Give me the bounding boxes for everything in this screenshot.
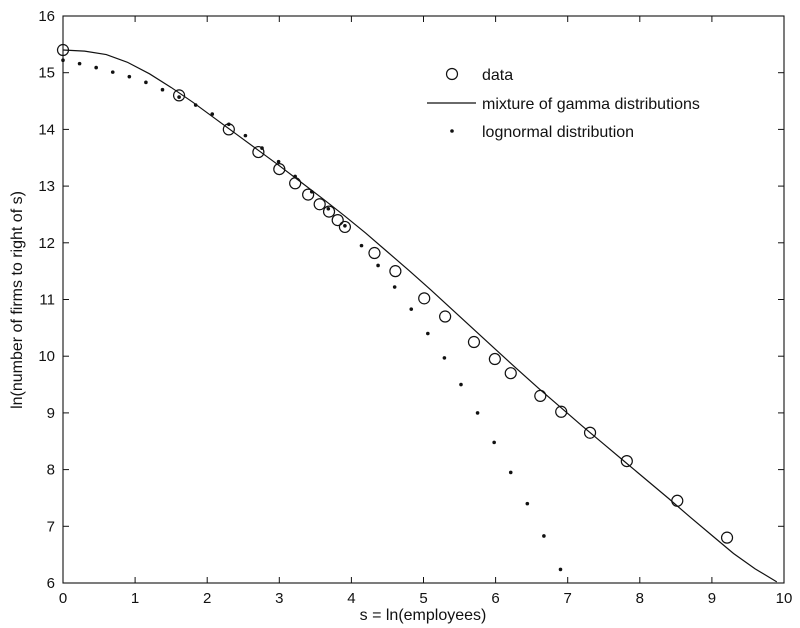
y-tick-label: 14 [38, 121, 55, 138]
x-tick-label: 2 [203, 590, 211, 607]
data-point [322, 205, 336, 218]
x-tick-label: 9 [708, 590, 716, 607]
x-tick-label: 1 [131, 590, 139, 607]
lognormal-point [525, 501, 530, 506]
y-tick-label: 7 [47, 518, 55, 535]
legend-circle-marker [445, 67, 459, 81]
x-tick-label: 6 [491, 590, 499, 607]
legend-label-lognormal: lognormal distribution [482, 124, 634, 141]
data-point [504, 367, 517, 380]
lognormal-point [276, 159, 281, 164]
y-tick-label: 11 [39, 292, 55, 309]
data-point [289, 177, 302, 190]
lognormal-point [426, 331, 430, 336]
lognormal-point [558, 567, 563, 572]
y-tick-label: 15 [38, 65, 55, 82]
data-point [467, 335, 481, 349]
lognormal-point [227, 122, 231, 127]
data-point [671, 494, 684, 507]
lognormal-point [61, 58, 65, 63]
lognormal-point [110, 70, 115, 74]
y-tick-label: 8 [47, 462, 55, 479]
data-point [273, 162, 286, 176]
lognormal-point [94, 65, 98, 70]
data-point [583, 426, 597, 439]
data-point [488, 352, 501, 366]
lognormal-point [77, 61, 82, 66]
y-tick-label: 13 [38, 178, 55, 195]
y-tick-label: 9 [47, 405, 55, 422]
lognormal-point [542, 534, 546, 538]
lognormal-point [210, 112, 215, 116]
lognormal-point [144, 80, 148, 85]
y-tick-label: 12 [38, 235, 55, 252]
legend: data mixture of gamma distributions logn… [427, 67, 700, 141]
y-tick-label: 10 [38, 348, 55, 365]
lognormal-point [442, 356, 447, 360]
data-point [338, 220, 352, 234]
lognormal-point [260, 146, 264, 150]
data-point [172, 89, 186, 102]
mixture-gamma-line [62, 49, 778, 583]
lognormal-point [492, 440, 496, 445]
x-tick-label: 4 [347, 590, 355, 607]
data-point [252, 145, 265, 159]
series-layer [56, 43, 778, 583]
x-tick-label: 0 [59, 590, 67, 607]
y-tick-label: 6 [47, 575, 55, 592]
data-point [389, 265, 402, 278]
lognormal-point [177, 95, 181, 99]
lognormal-point [508, 470, 513, 475]
x-tick-label: 8 [636, 590, 644, 607]
data-point [331, 214, 344, 227]
data-point [620, 454, 633, 468]
series-open-circle [56, 43, 734, 544]
lognormal-point [309, 189, 314, 194]
y-tick-label: 16 [38, 8, 55, 25]
lognormal-point [475, 411, 480, 415]
y-axis-title: ln(number of firms to right of s) [9, 191, 26, 409]
data-point [313, 198, 326, 211]
lognormal-point [376, 263, 380, 268]
legend-label-data: data [482, 67, 513, 84]
y-tick-labels: 6 7 8 9 10 11 12 13 14 15 16 [38, 8, 55, 592]
lognormal-point [459, 382, 463, 387]
lognormal-point [160, 87, 165, 92]
series-line [62, 49, 778, 583]
data-point [418, 292, 431, 305]
legend-dot-marker [450, 129, 454, 133]
lognormal-point [343, 223, 347, 228]
x-axis-title: s = ln(employees) [360, 607, 487, 624]
lognormal-point [127, 74, 132, 79]
legend-label-gamma: mixture of gamma distributions [482, 96, 700, 113]
lognormal-point [359, 243, 364, 248]
x-tick-label: 5 [419, 590, 427, 607]
lognormal-point [193, 103, 198, 107]
lognormal-point [326, 206, 331, 211]
x-tick-labels: 0 1 2 3 4 5 6 7 8 9 10 [59, 590, 793, 607]
lognormal-point [293, 174, 297, 179]
x-tick-label: 7 [564, 590, 572, 607]
series-dot [61, 58, 563, 572]
axis-ticks [62, 15, 785, 584]
data-point [302, 188, 315, 201]
x-tick-label: 10 [776, 590, 793, 607]
data-point [555, 405, 568, 418]
data-point [720, 531, 734, 544]
lognormal-point [392, 285, 397, 289]
lognormal-point [243, 133, 248, 138]
x-tick-label: 3 [275, 590, 283, 607]
data-point [368, 246, 381, 260]
lognormal-point [409, 307, 414, 311]
data-point [439, 310, 452, 323]
data-point [534, 389, 547, 402]
